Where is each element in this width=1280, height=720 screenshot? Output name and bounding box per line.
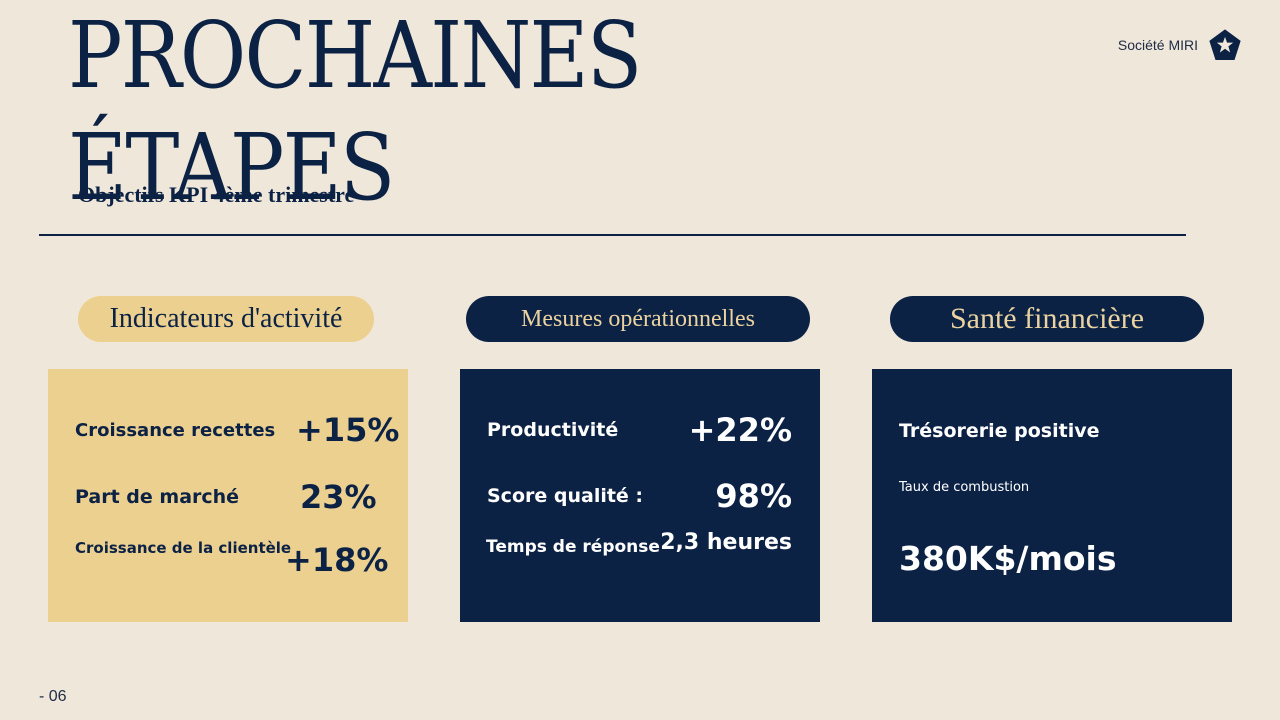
card-operational-metrics: Productivité +22% Score qualité : 98% Te… [460,369,820,622]
brand-name: Société MIRI [1117,37,1198,53]
section-heading-operational-metrics: Mesures opérationnelles [466,296,810,342]
page-subtitle: Objectifs KPI 4ème trimestre [78,182,355,207]
header-divider [39,234,1186,236]
card-business-indicators: Croissance recettes +15% Part de marché … [48,369,408,622]
pentagon-star-logo-icon [1209,29,1241,60]
kpi-label-positive-cash: Trésorerie positive [899,420,1100,442]
card-financial-health: Trésorerie positive Taux de combustion 3… [872,369,1232,622]
kpi-value-market-share: 23% [300,478,377,516]
kpi-value-customer-growth: +18% [285,541,389,579]
kpi-value-quality-score: 98% [715,477,792,515]
kpi-label-revenue-growth: Croissance recettes [75,420,276,441]
kpi-value-response-time: 2,3 heures [660,530,792,555]
kpi-label-customer-growth: Croissance de la clientèle [75,539,292,557]
page-title: PROCHAINES ÉTAPES [68,2,642,221]
kpi-label-market-share: Part de marché [75,486,240,508]
kpi-value-burn-rate: 380K$/mois [899,539,1117,578]
kpi-value-productivity: +22% [688,411,792,449]
brand: Société MIRI [1118,28,1242,62]
page-number: - 06 [39,688,67,705]
kpi-label-productivity: Productivité [487,419,619,441]
kpi-label-quality-score: Score qualité : [487,485,644,507]
kpi-label-response-time: Temps de réponse [486,537,660,557]
kpi-label-burn-rate: Taux de combustion [899,480,1030,495]
kpi-value-revenue-growth: +15% [296,411,400,449]
section-heading-financial-health: Santé financière [890,296,1204,342]
section-heading-business-indicators: Indicateurs d'activité [78,296,374,342]
